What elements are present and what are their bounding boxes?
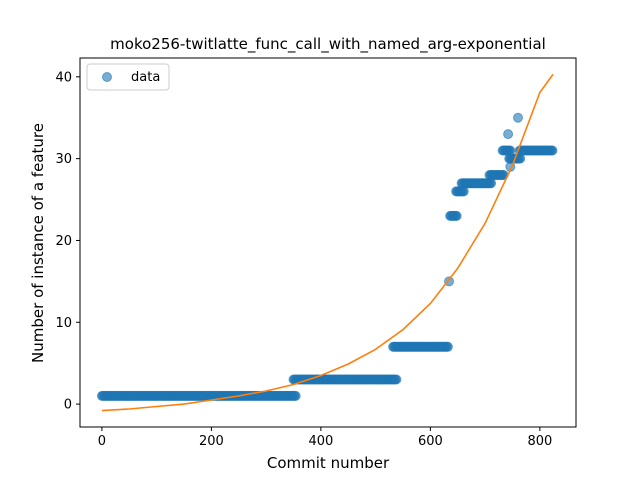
legend: data [86,63,170,91]
data-point [458,186,469,197]
data-point [486,178,497,189]
data-point [290,390,301,401]
y-tick-label: 10 [55,316,72,331]
legend-box [86,63,170,91]
axes-frame [79,57,577,428]
y-tick-label: 30 [55,152,72,167]
x-tick-label: 400 [308,434,333,449]
x-tick-label: 0 [98,434,106,449]
plot-area [96,73,558,412]
y-tick-label: 20 [55,234,72,249]
legend-label-data: data [131,70,160,85]
fit-line [101,73,554,412]
data-point [451,210,462,221]
data-point [547,145,558,156]
x-tick-label: 800 [527,434,552,449]
y-tick-label: 0 [64,398,72,413]
data-point [513,112,523,123]
y-axis-label: Number of instance of a feature [29,123,47,363]
data-point [442,341,453,352]
x-tick-label: 600 [418,434,443,449]
chart-title: moko256-twitlatte_func_call_with_named_a… [110,35,546,54]
axes: 0 200 400 600 800 0 10 20 30 40 [55,57,577,449]
data-point [391,374,402,385]
data-point [503,129,514,140]
x-axis-label: Commit number [267,454,390,472]
y-tick-label: 40 [55,70,72,85]
legend-marker-data [102,72,112,82]
x-tick-label: 200 [199,434,224,449]
